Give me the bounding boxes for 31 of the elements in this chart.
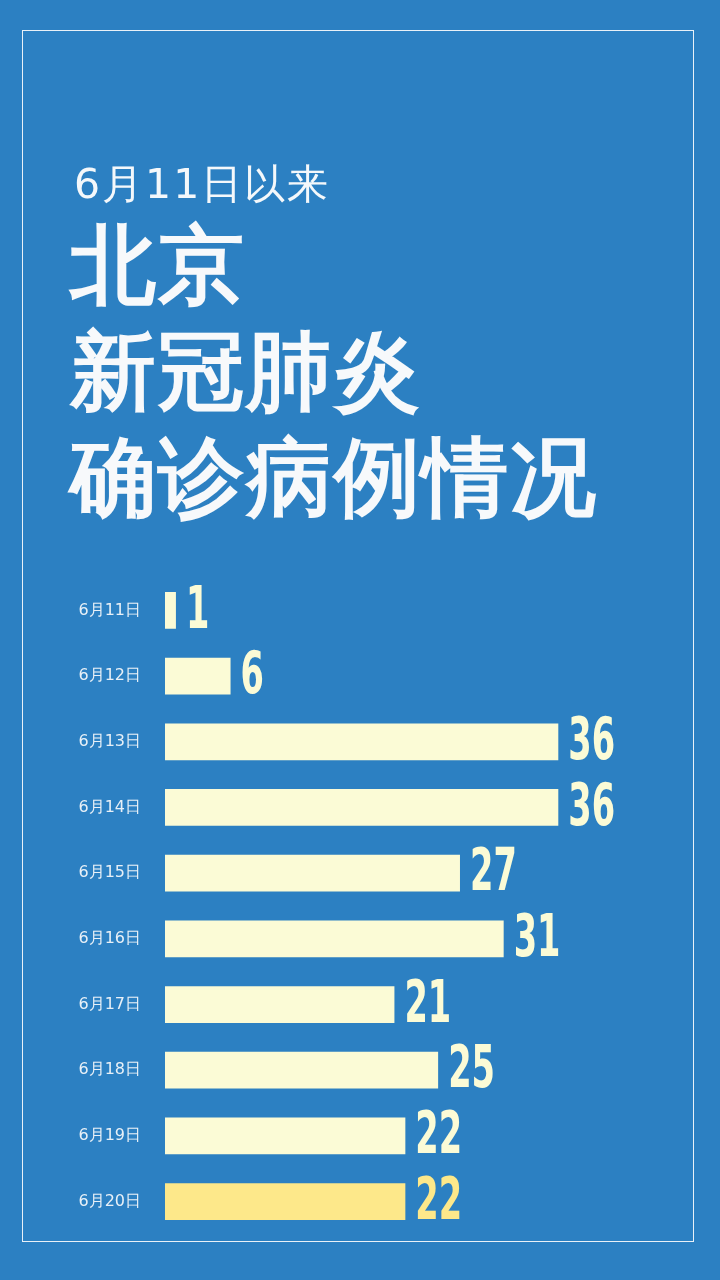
data-label: 25	[448, 1033, 495, 1101]
data-label: 6	[240, 639, 264, 707]
data-label: 22	[415, 1164, 463, 1233]
y-tick-label: 6月16日	[78, 928, 141, 947]
bar	[165, 1117, 406, 1155]
y-tick-label: 6月14日	[78, 796, 141, 816]
bar	[165, 1051, 439, 1089]
bar	[165, 592, 176, 629]
y-tick-label: 6月15日	[78, 862, 141, 882]
data-label: 31	[513, 902, 561, 970]
bar	[165, 920, 504, 958]
data-label: 27	[469, 836, 517, 904]
data-label: 21	[404, 967, 452, 1036]
bar	[165, 1183, 406, 1220]
bar	[165, 723, 559, 761]
y-tick-label: 6月13日	[78, 730, 141, 750]
bar	[165, 854, 460, 892]
bar	[165, 789, 559, 826]
y-tick-label: 6月18日	[78, 1059, 141, 1079]
y-tick-label: 6月17日	[78, 993, 141, 1013]
bar	[165, 657, 231, 695]
data-label: 1	[185, 573, 210, 641]
y-tick-label: 6月12日	[78, 665, 141, 685]
y-tick-label: 6月20日	[78, 1190, 141, 1210]
y-tick-label: 6月19日	[78, 1125, 141, 1145]
data-label: 36	[568, 770, 616, 838]
y-tick-label: 6月11日	[78, 599, 141, 619]
chart-subtitle: 6月11日以来	[74, 160, 331, 208]
bar	[165, 986, 395, 1023]
data-label: 36	[568, 705, 616, 773]
data-label: 22	[415, 1099, 463, 1167]
